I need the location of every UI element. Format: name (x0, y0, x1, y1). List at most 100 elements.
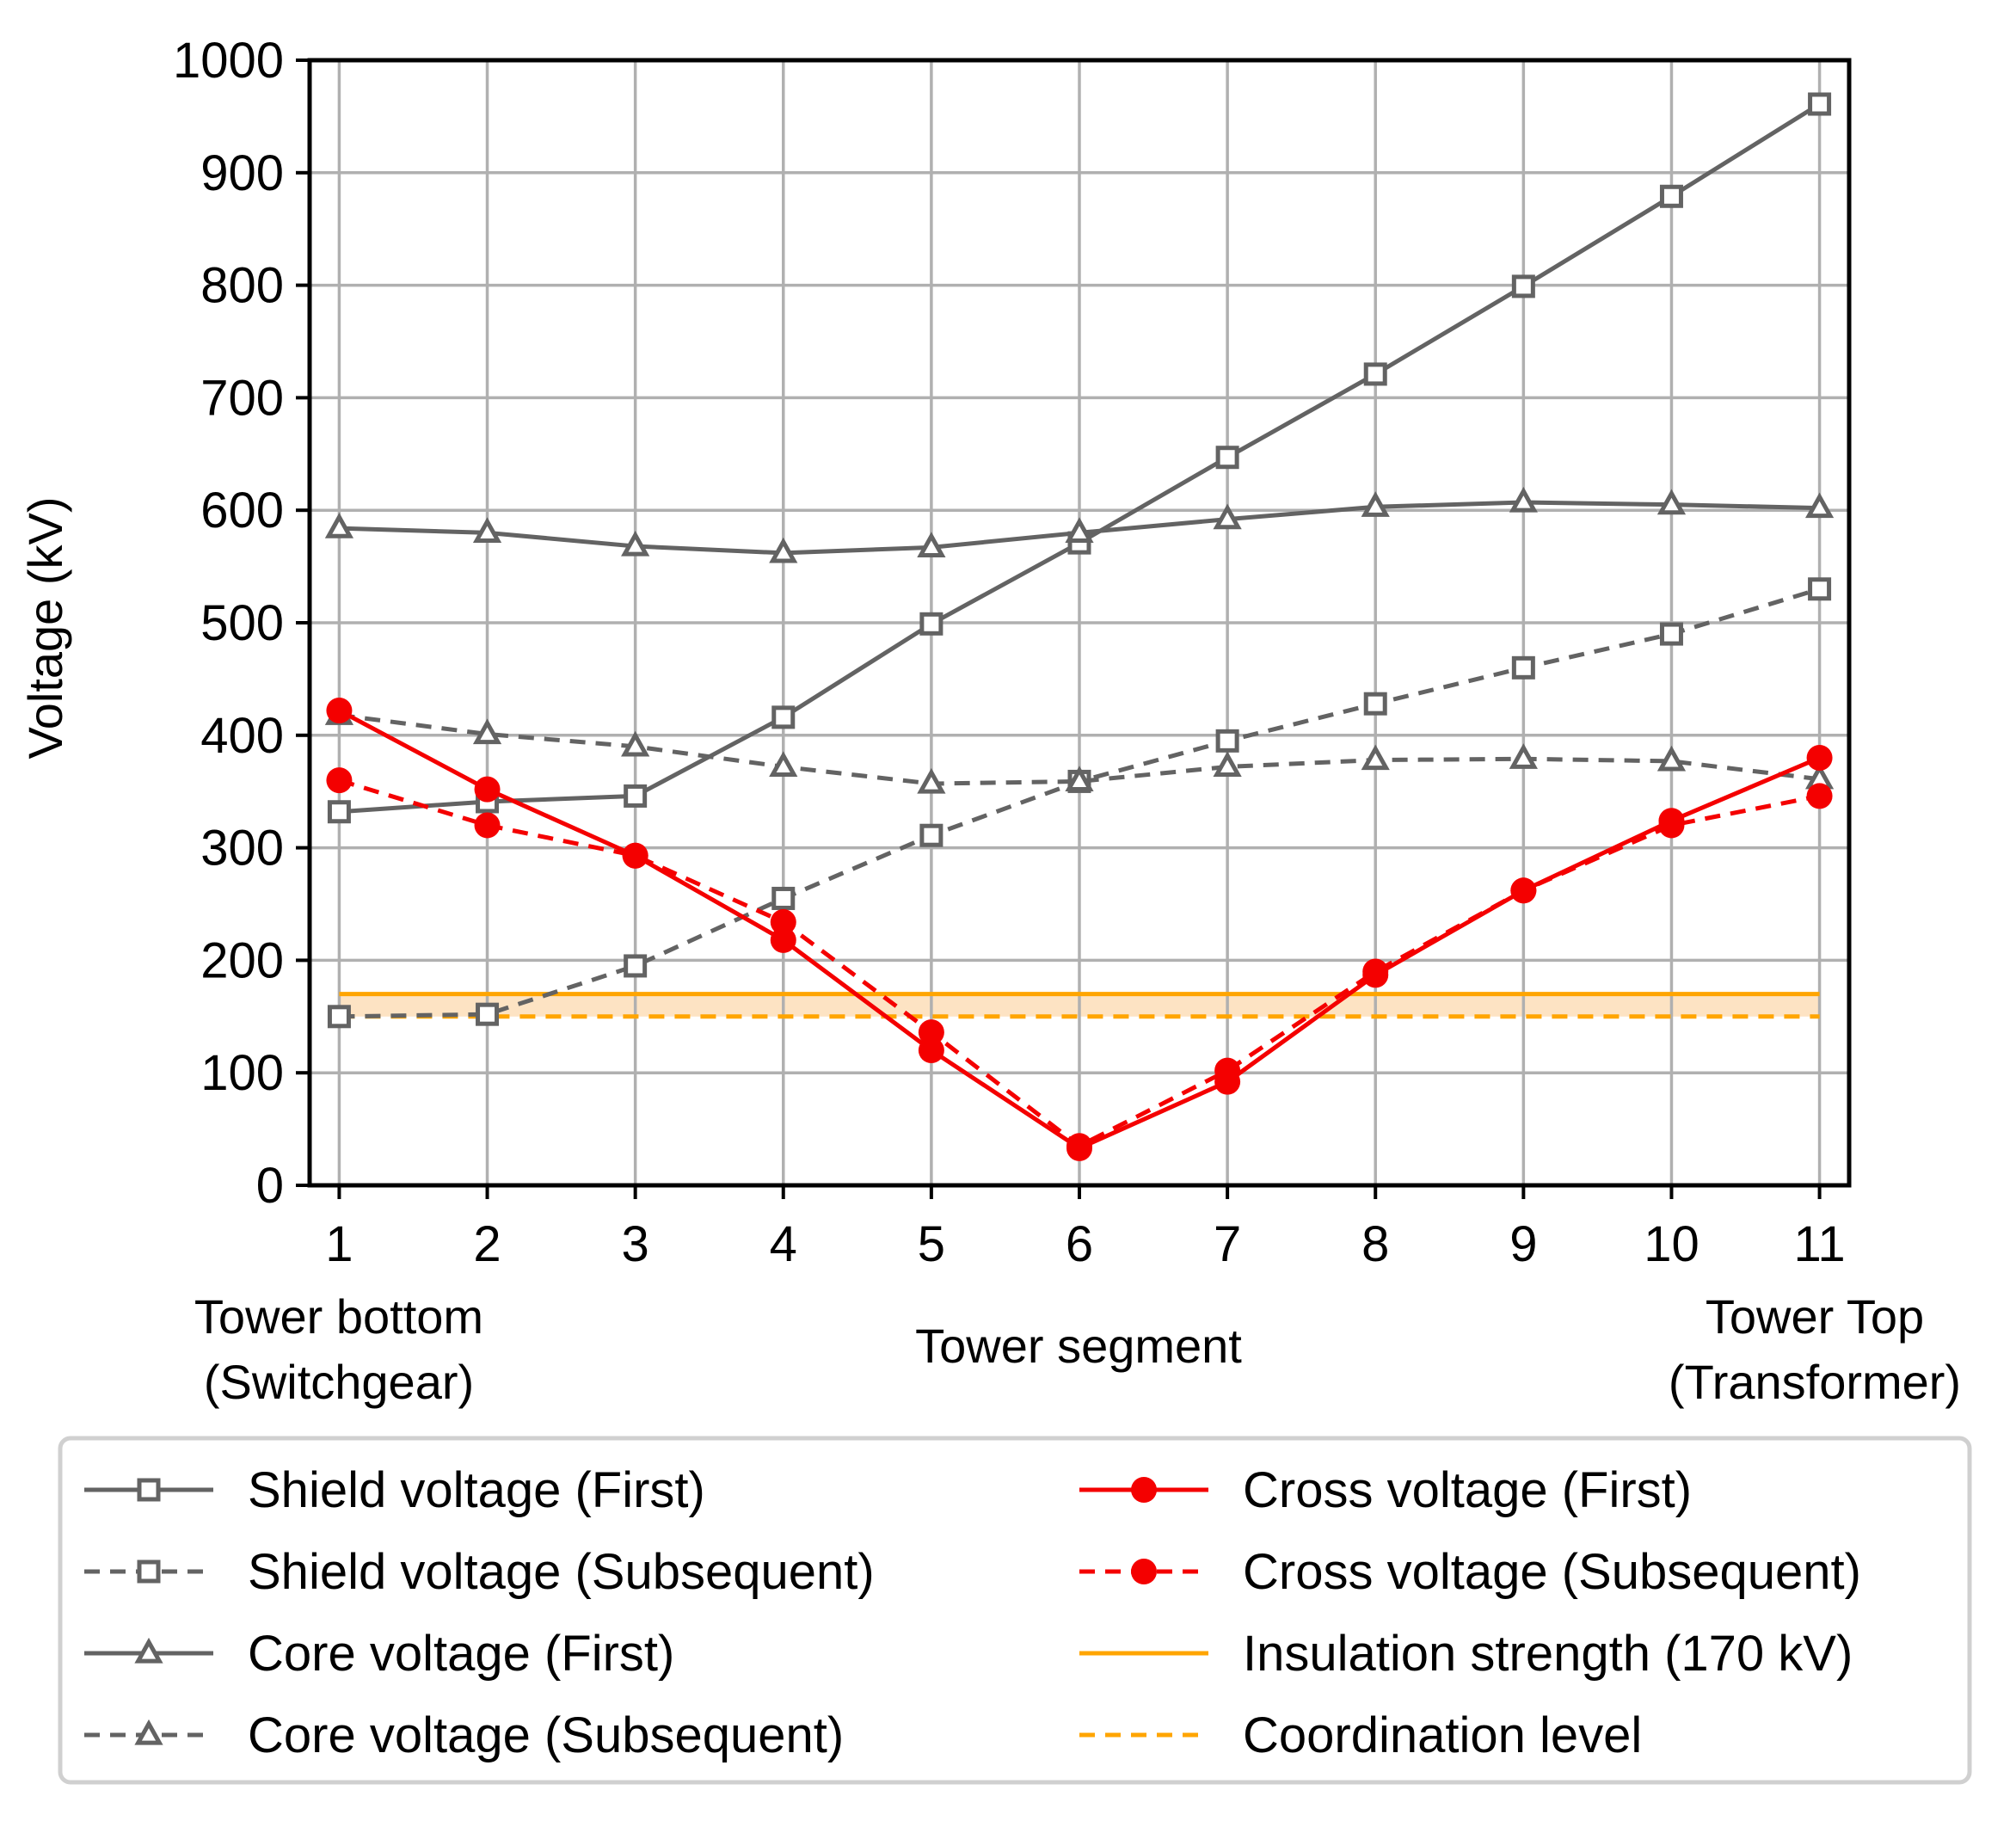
triangle-marker (472, 517, 502, 543)
y-tick-label: 300 (200, 821, 284, 877)
circle-marker (622, 842, 648, 869)
x-axis-label: Tower segment (915, 1319, 1242, 1373)
square-marker (919, 823, 943, 847)
legend-label: Core voltage (Subsequent) (248, 1707, 844, 1763)
series-line (339, 712, 1820, 786)
y-tick-label: 500 (200, 595, 284, 651)
annotation-transformer: (Transformer) (1669, 1355, 1961, 1409)
triangle-marker (324, 513, 354, 538)
y-tick-label: 900 (200, 145, 284, 201)
square-marker (919, 612, 943, 636)
square-marker (327, 1005, 351, 1029)
y-tick-label: 100 (200, 1045, 284, 1101)
circle-marker (1066, 1135, 1092, 1161)
triangle-marker (1065, 517, 1094, 543)
x-tick-label: 9 (1509, 1216, 1537, 1272)
triangle-marker (472, 718, 502, 745)
circle-marker (1131, 1559, 1157, 1584)
square-marker (327, 800, 351, 824)
triangle-marker (1509, 743, 1538, 769)
square-marker (1808, 577, 1832, 601)
legend-label: Cross voltage (First) (1243, 1462, 1692, 1518)
legend-item: Insulation strength (170 kV) (1079, 1626, 1853, 1682)
triangle-marker (917, 532, 946, 557)
square-marker (1659, 184, 1683, 208)
y-tick-label: 800 (200, 258, 284, 314)
series-core-voltage-subsequent (324, 699, 1835, 794)
square-marker (1808, 92, 1832, 116)
legend-label: Insulation strength (170 kV) (1243, 1626, 1853, 1682)
triangle-marker (1361, 744, 1390, 771)
legend-item: Shield voltage (Subsequent) (84, 1544, 875, 1600)
legend-item: Cross voltage (Subsequent) (1079, 1544, 1861, 1600)
square-marker (771, 705, 796, 729)
square-marker (1363, 362, 1387, 386)
triangle-marker (1065, 766, 1094, 792)
square-marker (1215, 446, 1239, 470)
series-shield-voltage-first (327, 92, 1832, 824)
legend-box (58, 1436, 1972, 1785)
x-tick-label: 5 (918, 1216, 945, 1272)
y-tick-label: 0 (256, 1158, 284, 1214)
x-tick-label: 11 (1793, 1216, 1845, 1272)
circle-marker (474, 776, 501, 803)
triangle-marker (134, 1719, 163, 1745)
y-tick-label: 200 (200, 932, 284, 988)
square-marker (1659, 622, 1683, 646)
circle-marker (1510, 877, 1537, 904)
series-core-voltage-first (324, 486, 1835, 563)
circle-marker (1214, 1068, 1241, 1095)
square-marker (624, 784, 648, 808)
x-tick-label: 1 (325, 1216, 353, 1272)
x-tick-label: 2 (473, 1216, 501, 1272)
square-marker (624, 954, 648, 978)
annotation-tower-top: Tower Top (1706, 1289, 1924, 1344)
y-tick-label: 1000 (173, 33, 284, 89)
circle-marker (1362, 962, 1389, 988)
circle-marker (770, 908, 796, 935)
x-tick-label: 6 (1066, 1216, 1093, 1272)
annotation-tower-bottom: Tower bottom (194, 1289, 483, 1344)
square-marker (1363, 692, 1387, 716)
circle-marker (326, 767, 353, 794)
x-tick-label: 8 (1361, 1216, 1389, 1272)
legend-item: Cross voltage (First) (1079, 1462, 1692, 1518)
triangle-marker (769, 751, 798, 778)
triangle-marker (1656, 745, 1687, 772)
legend-label: Cross voltage (Subsequent) (1243, 1544, 1861, 1600)
legend-label: Coordination level (1243, 1707, 1642, 1763)
triangle-marker (769, 537, 798, 563)
legend-label: Shield voltage (Subsequent) (248, 1544, 875, 1600)
circle-marker (326, 698, 353, 724)
x-tick-label: 3 (622, 1216, 649, 1272)
circle-marker (918, 1037, 944, 1064)
axes-group: 0 100 200 300 400 500 600 700 800 900 1000 1 2 3 4 5 6 7 8… (173, 33, 1852, 1272)
square-marker (137, 1559, 161, 1584)
square-marker (1215, 729, 1239, 753)
circle-marker (1658, 808, 1685, 834)
circle-marker (918, 1019, 944, 1046)
legend-item: Coordination level (1079, 1707, 1642, 1763)
legend-item: Shield voltage (First) (84, 1462, 705, 1518)
legend-item: Core voltage (Subsequent) (84, 1707, 844, 1763)
triangle-marker (621, 530, 650, 557)
circle-marker (474, 812, 501, 839)
square-marker (476, 1002, 500, 1026)
legend: Shield voltage (First) Shield voltage (Su… (58, 1436, 1972, 1785)
legend-item: Core voltage (First) (84, 1626, 674, 1682)
circle-marker (770, 926, 796, 953)
triangle-marker (1804, 492, 1835, 519)
triangle-marker (1656, 489, 1687, 515)
y-tick-label: 700 (200, 370, 284, 426)
triangle-marker (134, 1637, 163, 1664)
triangle-marker (621, 730, 650, 757)
y-tick-label: 400 (200, 708, 284, 764)
x-tick-label: 10 (1644, 1216, 1699, 1272)
square-marker (1511, 655, 1535, 680)
triangle-marker (1213, 503, 1242, 530)
square-marker (1511, 274, 1535, 298)
circle-marker (1806, 783, 1833, 809)
triangle-marker (1361, 491, 1390, 517)
annotation-switchgear: (Switchgear) (204, 1355, 474, 1409)
